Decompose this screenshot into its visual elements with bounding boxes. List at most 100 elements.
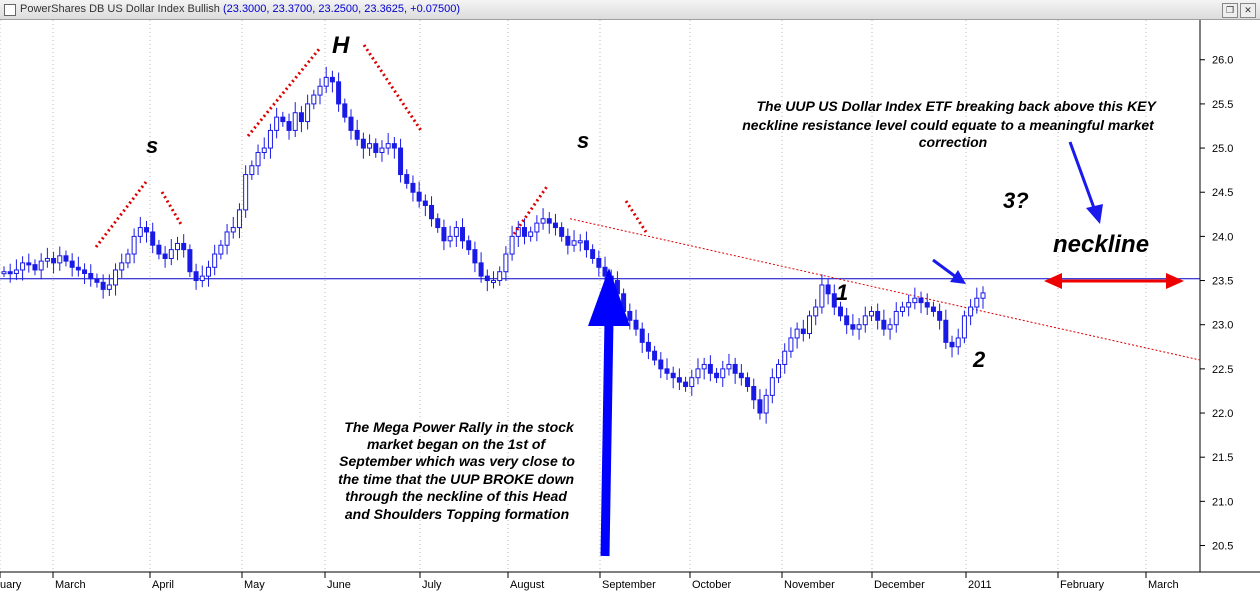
candle-body <box>825 284 831 295</box>
candle-body <box>348 116 354 131</box>
point-3-label: 3? <box>1003 188 1029 213</box>
grid-lines <box>0 20 1147 572</box>
left-shoulder-mark <box>160 191 184 227</box>
y-tick-label: 21.0 <box>1212 496 1233 508</box>
candle-body <box>379 147 385 153</box>
neckline-pointer-arrow-head <box>1086 204 1103 224</box>
candle-body <box>552 222 558 229</box>
candle-body <box>144 227 150 233</box>
candle-body <box>360 138 366 149</box>
candle-body <box>540 218 546 224</box>
candle-body <box>280 116 286 123</box>
candle-body <box>856 324 862 330</box>
big-up-arrow-head <box>588 268 630 326</box>
candle-body <box>503 253 509 273</box>
red-double-arrow-right-head <box>1166 273 1184 289</box>
candle-body <box>738 372 744 379</box>
candle-body <box>577 240 583 244</box>
candle-body <box>7 271 13 275</box>
candle-body <box>243 174 249 211</box>
candle-body <box>918 297 924 304</box>
x-tick-label: December <box>874 579 925 591</box>
candle-body <box>44 257 50 262</box>
candle-body <box>701 363 707 370</box>
x-tick-label: March <box>55 579 86 591</box>
candle-body <box>249 165 255 176</box>
point-2-label: 2 <box>972 347 986 372</box>
x-tick-label: May <box>244 579 265 591</box>
candle-body <box>224 231 230 246</box>
candle-body <box>968 306 974 317</box>
note-top-line: correction <box>919 134 987 150</box>
candle-body <box>961 315 967 339</box>
security-name: PowerShares DB US Dollar Index Bullish <box>20 3 220 15</box>
candle-body <box>906 302 912 308</box>
candle-body <box>837 306 843 317</box>
close-icon[interactable]: ✕ <box>1240 3 1256 18</box>
red-double-arrow-left-head <box>1044 273 1062 289</box>
checkbox-icon[interactable] <box>4 4 16 16</box>
candle-body <box>571 240 577 246</box>
candle-body <box>955 337 961 348</box>
window-title: PowerShares DB US Dollar Index Bullish (… <box>20 3 460 15</box>
candle-body <box>193 271 199 282</box>
x-axis-ticks: uary March April May June July August September… <box>0 572 1179 591</box>
candle-body <box>633 319 639 330</box>
candle-body <box>1 271 7 275</box>
candle-body <box>94 278 100 283</box>
candle-body <box>887 324 893 330</box>
candle-body <box>32 264 38 271</box>
candle-body <box>336 81 342 105</box>
candle-body <box>13 269 19 274</box>
candle-body <box>100 281 106 290</box>
candle-body <box>261 147 267 153</box>
candle-body <box>187 249 193 273</box>
candle-body <box>930 306 936 312</box>
ohlc-readout: (23.3000, 23.3700, 23.2500, 23.3625, +0.… <box>222 3 460 15</box>
candle-body <box>113 269 119 286</box>
candle-body <box>466 240 472 251</box>
candle-body <box>515 227 521 237</box>
candle-body <box>131 235 137 255</box>
candle-body <box>342 103 348 118</box>
candle-body <box>658 359 664 370</box>
x-tick-label: April <box>152 579 174 591</box>
candle-body <box>590 249 596 259</box>
candle-body <box>583 240 589 251</box>
candle-body <box>63 255 69 262</box>
candle-body <box>912 297 918 304</box>
neckline-pointer-arrow <box>1068 141 1096 209</box>
candle-body <box>119 262 125 271</box>
x-tick-label: February <box>1060 579 1105 591</box>
candle-body <box>491 280 496 284</box>
candle-body <box>763 394 769 414</box>
candle-body <box>664 368 670 374</box>
candle-body <box>218 244 224 255</box>
candle-body <box>398 147 404 176</box>
candle-body <box>794 328 800 339</box>
right-shoulder-label: s <box>577 128 589 153</box>
candle-body <box>868 310 874 317</box>
y-tick-label: 20.5 <box>1212 541 1233 553</box>
candle-body <box>831 293 837 308</box>
candle-body <box>168 249 174 259</box>
neckline-label: neckline <box>1053 231 1149 258</box>
candle-body <box>521 227 527 237</box>
y-tick-label: 23.5 <box>1212 276 1233 288</box>
candle-body <box>689 377 695 388</box>
candle-body <box>924 302 930 308</box>
arrows <box>588 141 1184 557</box>
candle-body <box>559 227 565 237</box>
x-tick-label: uary <box>0 579 22 591</box>
candle-body <box>645 341 651 352</box>
candle-body <box>800 328 806 335</box>
candle-body <box>534 222 540 233</box>
candle-body <box>881 319 887 330</box>
x-tick-label: October <box>692 579 731 591</box>
candle-body <box>298 112 304 123</box>
candle-body <box>596 257 602 268</box>
candle-body <box>484 275 490 282</box>
y-tick-label: 23.0 <box>1212 320 1233 332</box>
restore-icon[interactable]: ❐ <box>1222 3 1238 18</box>
candle-body <box>429 204 435 220</box>
